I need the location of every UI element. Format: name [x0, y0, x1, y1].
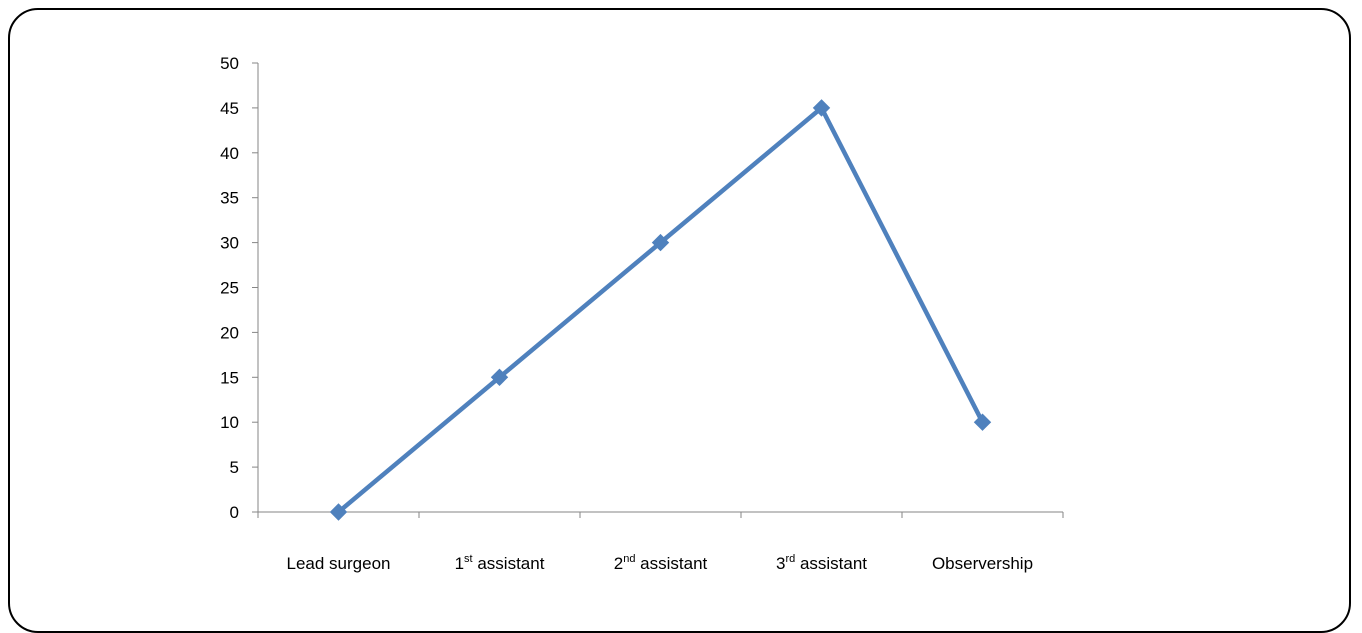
x-category-label: Lead surgeon: [287, 554, 391, 573]
y-tick-label: 20: [220, 323, 239, 342]
y-tick-label: 15: [220, 368, 239, 387]
y-tick-label: 35: [220, 189, 239, 208]
data-point-marker: [973, 413, 992, 431]
y-tick-label: 10: [220, 413, 239, 432]
x-category-label: 1st assistant: [455, 553, 545, 573]
data-point-marker: [490, 368, 509, 387]
y-tick-label: 45: [220, 99, 239, 118]
y-tick-label: 40: [220, 144, 239, 163]
x-category-label: 3rd assistant: [776, 553, 867, 573]
data-point-marker: [651, 233, 670, 252]
data-point-marker: [812, 99, 831, 117]
y-tick-label: 0: [230, 503, 239, 522]
series-line: [337, 105, 985, 514]
line-chart: 0 5 10 15 20 25 30 35 40 45 50 Lead surgeon 1st assi…: [220, 54, 1064, 573]
y-tick-label: 50: [220, 54, 239, 73]
chart-frame: [8, 8, 1351, 633]
y-tick-label: 30: [220, 234, 239, 253]
x-category-label: 2nd assistant: [614, 553, 708, 573]
x-category-label: Observership: [932, 554, 1033, 573]
data-point-marker: [329, 503, 348, 521]
y-tick-label: 25: [220, 279, 239, 298]
y-tick-label: 5: [230, 458, 239, 477]
